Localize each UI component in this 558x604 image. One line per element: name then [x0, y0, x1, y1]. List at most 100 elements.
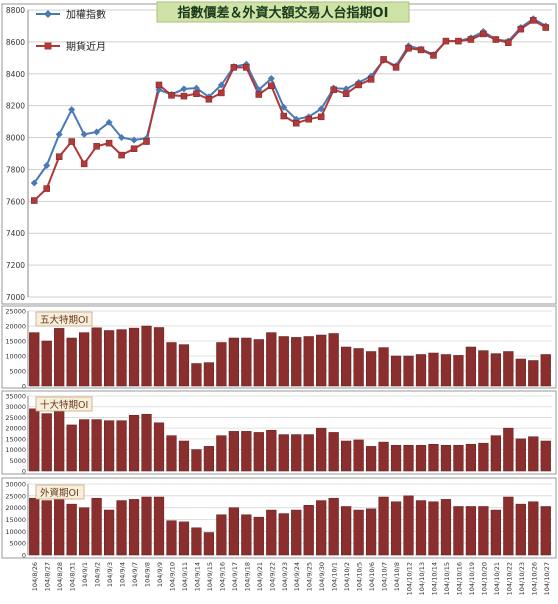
futures-point [455, 37, 462, 45]
bar [216, 514, 227, 556]
bar-chart-y-tick: 20000 [5, 323, 26, 331]
index-point [118, 134, 126, 142]
bar [41, 340, 52, 387]
x-axis-date-label: 104/10/1 [331, 562, 339, 591]
bar [503, 351, 514, 387]
bar [66, 337, 77, 387]
index-point [267, 75, 275, 83]
x-axis-date-label: 104/9/11 [181, 562, 189, 591]
bar [278, 513, 289, 556]
x-axis-date-label: 104/9/8 [144, 562, 152, 587]
bar [253, 339, 264, 387]
futures-point [155, 81, 163, 89]
futures-point [317, 113, 325, 121]
title-box [156, 1, 410, 23]
futures-point [480, 30, 487, 38]
bar-chart-title-box [35, 396, 93, 412]
futures-point [530, 17, 537, 24]
x-axis-date-label: 104/10/20 [480, 562, 488, 595]
bar [54, 328, 65, 387]
bar [465, 506, 477, 556]
bar [153, 496, 165, 556]
futures-point [405, 45, 412, 52]
bar [141, 496, 152, 556]
futures-point [143, 138, 150, 145]
bar [303, 434, 314, 472]
futures-point [342, 90, 350, 97]
bar [203, 446, 215, 472]
bar [328, 497, 339, 556]
x-axis-date-label: 104/9/18 [243, 562, 251, 591]
x-axis-date-label: 104/9/23 [281, 562, 289, 591]
futures-point [255, 91, 263, 98]
line-chart-y-tick: 8000 [6, 134, 25, 143]
bar [41, 413, 52, 472]
x-axis-date-label: 104/10/27 [543, 562, 551, 595]
bar-chart-y-tick: 20000 [5, 504, 26, 512]
bar [153, 327, 165, 387]
index-point [55, 130, 63, 138]
bar [253, 516, 264, 556]
x-axis-date-label: 104/9/15 [206, 562, 214, 591]
bar [228, 337, 239, 387]
futures-point [292, 119, 300, 127]
index-point [68, 106, 76, 114]
futures-point [442, 37, 450, 45]
bar-chart-title-box [35, 311, 93, 327]
bar [141, 413, 152, 472]
line-chart-y-tick: 7800 [6, 165, 25, 174]
bar-chart-y-tick: 5000 [9, 540, 26, 548]
bar [390, 445, 402, 472]
x-axis-date-label: 104/10/16 [455, 562, 463, 595]
bar-chart-y-tick: 0 [22, 468, 26, 476]
bar [178, 521, 190, 556]
bar-chart-y-tick: 15000 [5, 435, 26, 443]
bar-chart-y-tick: 0 [22, 552, 26, 560]
bar [316, 500, 327, 556]
futures-point [243, 64, 250, 71]
futures-point [218, 89, 225, 97]
bar [341, 440, 352, 472]
futures-point [417, 46, 425, 54]
line-chart-y-tick: 7000 [6, 293, 25, 302]
x-axis-date-label: 104/9/3 [106, 562, 114, 587]
futures-point [280, 112, 288, 120]
x-axis-date-label: 104/10/14 [430, 562, 438, 595]
bar [390, 355, 402, 387]
line-chart-title: 指數價差＆外資大額交易人台指期OI [156, 1, 410, 23]
bar [341, 506, 352, 556]
futures-point [43, 185, 50, 192]
bar [478, 442, 489, 472]
bar [166, 435, 177, 472]
bar [515, 438, 526, 472]
x-axis-date-label: 104/9/25 [306, 562, 314, 591]
futures-point [467, 36, 475, 43]
bar [66, 424, 77, 472]
line-chart-y-tick: 7600 [6, 197, 25, 206]
bar [228, 507, 239, 556]
x-axis-date-label: 104/10/15 [443, 562, 451, 595]
bar [365, 446, 377, 472]
bar-chart-y-tick: 5000 [9, 368, 26, 376]
index-point [80, 130, 88, 138]
x-axis-date-label: 104/10/22 [505, 562, 513, 595]
bar [328, 333, 339, 387]
bar [166, 520, 177, 556]
futures-point [68, 138, 75, 145]
futures-point [305, 115, 312, 123]
bar [266, 332, 277, 387]
line-chart-y-tick: 8600 [6, 38, 25, 47]
x-axis-date-label: 104/9/17 [231, 562, 239, 591]
bar [440, 354, 452, 387]
bar [103, 330, 115, 387]
bar [66, 503, 77, 556]
futures-point [180, 92, 188, 100]
bar [91, 327, 102, 387]
x-axis-date-label: 104/8/27 [44, 562, 52, 591]
x-axis-date-label: 104/9/10 [168, 562, 176, 591]
futures-point [542, 24, 550, 31]
x-axis-date-label: 104/9/14 [193, 562, 201, 591]
line-chart-y-tick: 7400 [6, 229, 25, 238]
bar [41, 500, 52, 556]
